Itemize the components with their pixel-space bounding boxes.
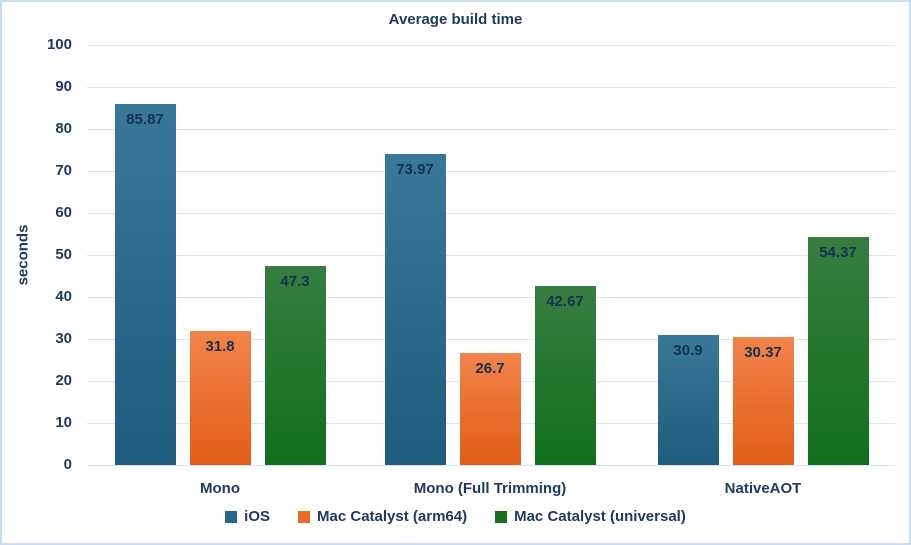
y-tick-label: 90 [55,78,72,95]
gridline-y-0 [87,464,895,466]
y-tick-label: 40 [55,288,72,305]
legend-item-label: Mac Catalyst (arm64) [317,508,468,525]
legend: iOS Mac Catalyst (arm64) Mac Catalyst (uni… [2,508,909,525]
legend-swatch-icon [225,510,238,523]
legend-item-label: Mac Catalyst (universal) [514,508,686,525]
bar-mac-catalyst-universal-mono: 47.3 [264,266,326,465]
gridline-y-70 [87,170,895,172]
legend-swatch-icon [495,510,508,523]
bar-mac-catalyst-arm64-nativeaot: 30.37 [732,337,794,465]
y-tick-label: 80 [55,120,72,137]
bar-value-label: 47.3 [280,273,310,291]
y-tick-label: 50 [55,246,72,263]
bar-ios-mono: 85.87 [114,104,176,465]
bar-ios-nativeaot: 30.9 [657,335,719,465]
bar-value-label: 26.7 [475,359,505,377]
gridline-y-40 [87,296,895,298]
bar-mac-catalyst-universal-nativeaot: 54.37 [807,236,869,465]
bar-value-label: 30.37 [744,344,782,362]
bar-ios-mono-full-trimming: 73.97 [384,154,446,465]
plot-area: 85.87 31.8 47.3 73.97 26.7 42.67 30.9 30.37 54.3… [87,44,895,466]
y-tick-label: 20 [55,372,72,389]
legend-item-mac-catalyst-arm64: Mac Catalyst (arm64) [298,508,467,525]
y-tick-label: 60 [55,204,72,221]
gridline-y-80 [87,128,895,130]
gridline-y-90 [87,86,895,88]
bar-mac-catalyst-universal-mono-full-trimming: 42.67 [534,285,596,465]
bar-mac-catalyst-arm64-mono: 31.8 [189,331,251,465]
legend-item-mac-catalyst-universal: Mac Catalyst (universal) [495,508,686,525]
gridline-y-30 [87,338,895,340]
y-tick-label: 30 [55,330,72,347]
x-category-label: Mono [200,480,240,497]
bar-value-label: 73.97 [396,161,434,179]
chart-title: Average build time [388,11,523,28]
bar-value-label: 31.8 [205,338,235,356]
legend-item-ios: iOS [225,508,270,525]
x-category-label: NativeAOT [724,480,802,497]
bar-value-label: 85.87 [126,111,164,129]
x-axis-labels: Mono Mono (Full Trimming) NativeAOT [87,480,895,500]
y-tick-label: 70 [55,162,72,179]
y-tick-label: 10 [55,414,72,431]
y-tick-label: 0 [63,456,72,473]
x-category-label: Mono (Full Trimming) [413,480,567,497]
y-axis-ticks: 0 10 20 30 40 50 60 70 80 90 100 [2,2,72,543]
bar-value-label: 54.37 [819,243,857,261]
bar-mac-catalyst-arm64-mono-full-trimming: 26.7 [459,352,521,465]
legend-swatch-icon [298,510,311,523]
bar-value-label: 42.67 [546,292,584,310]
gridline-y-100 [87,44,895,46]
y-tick-label: 100 [46,36,72,53]
gridline-y-60 [87,212,895,214]
bar-value-label: 30.9 [673,342,703,360]
gridline-y-50 [87,254,895,256]
legend-item-label: iOS [244,508,271,525]
